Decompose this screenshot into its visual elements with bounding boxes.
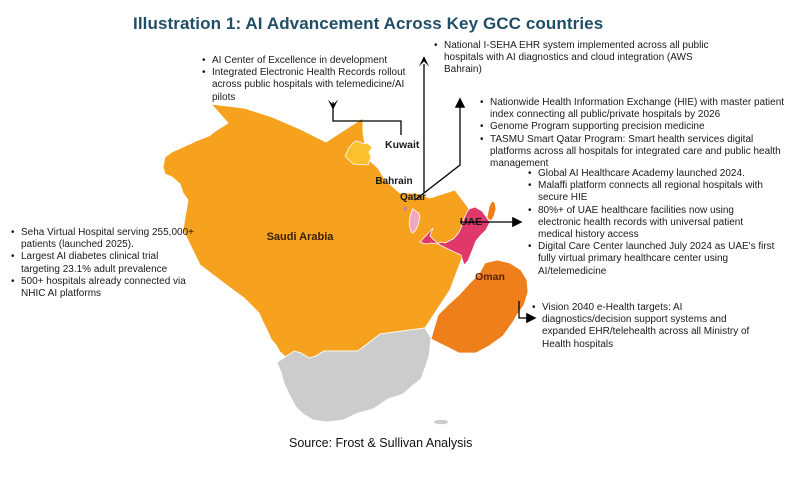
svg-text:Bahrain: Bahrain [375, 176, 412, 187]
svg-text:Kuwait: Kuwait [385, 139, 420, 151]
svg-text:Oman: Oman [475, 271, 505, 283]
svg-text:Saudi Arabia: Saudi Arabia [267, 231, 335, 243]
